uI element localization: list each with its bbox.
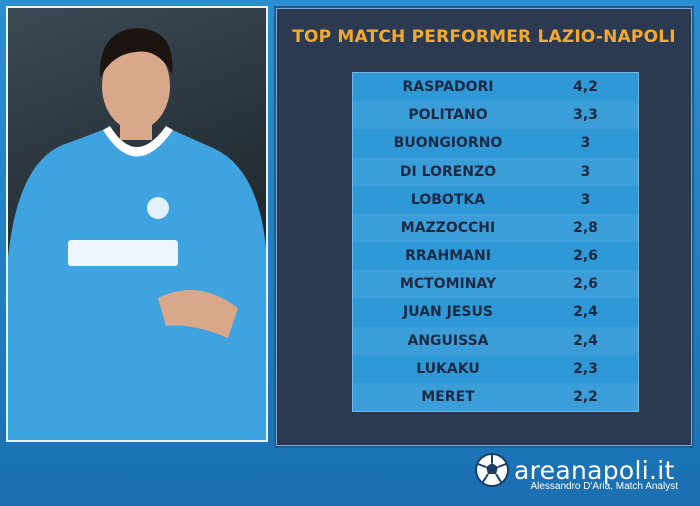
player-score: 2,6	[573, 248, 598, 265]
player-name: LUKAKU	[416, 360, 480, 377]
table-row: POLITANO 3,3	[353, 101, 638, 130]
player-name: JUAN JESUS	[403, 304, 493, 321]
player-score: 2,8	[573, 219, 598, 236]
credit: Alessandro D'Aria, Match Analyst	[530, 481, 678, 492]
player-name: MERET	[421, 388, 475, 405]
table-row: MERET 2,2	[353, 382, 638, 411]
player-name: MCTOMINAY	[399, 276, 497, 293]
player-name: ANGUISSA	[407, 332, 489, 349]
player-score: 2,2	[573, 388, 598, 405]
player-name: RASPADORI	[402, 79, 494, 96]
table-row: BUONGIORNO 3	[353, 129, 638, 157]
table-row: RRAHMANI 2,6	[353, 242, 638, 270]
collar	[103, 126, 173, 157]
player-name: BUONGIORNO	[393, 135, 503, 152]
ranking-panel: TOP MATCH PERFORMER LAZIO-NAPOLI RASPADO…	[276, 8, 692, 446]
hair	[99, 28, 173, 78]
player-name: MAZZOCCHI	[400, 219, 496, 236]
arm	[158, 290, 238, 338]
player-name: RRAHMANI	[405, 248, 491, 265]
player-score: 4,2	[573, 79, 598, 96]
table-row: MCTOMINAY 2,6	[353, 270, 638, 299]
player-name: DI LORENZO	[399, 163, 497, 180]
player-score: 2,6	[573, 276, 598, 293]
table-row: LUKAKU 2,3	[353, 355, 638, 383]
table-row: JUAN JESUS 2,4	[353, 298, 638, 326]
player-photo	[6, 6, 268, 442]
table-row: ANGUISSA 2,4	[353, 326, 638, 355]
player-score: 3	[580, 191, 591, 208]
player-score: 2,3	[573, 360, 598, 377]
neck	[120, 120, 152, 140]
player-name: POLITANO	[408, 107, 488, 124]
brand-name: areanapoli.it	[514, 455, 675, 485]
title: TOP MATCH PERFORMER LAZIO-NAPOLI	[292, 27, 676, 47]
table-row: MAZZOCCHI 2,8	[353, 213, 638, 242]
table-row: DI LORENZO 3	[353, 157, 638, 186]
badge	[147, 197, 169, 219]
ball-icon	[475, 453, 509, 487]
table-row: LOBOTKA 3	[353, 186, 638, 214]
player-score: 2,4	[573, 332, 598, 349]
player-score: 3	[580, 163, 591, 180]
player-name: LOBOTKA	[410, 191, 486, 208]
sponsor	[68, 240, 178, 266]
brand-logo: areanapoli.it	[474, 452, 675, 488]
table-row: RASPADORI 4,2	[353, 73, 638, 101]
ranking-table: RASPADORI 4,2 POLITANO 3,3 BUONGIORNO 3 DI LOR…	[352, 72, 639, 412]
face	[102, 42, 170, 130]
player-score: 3	[580, 135, 591, 152]
player-score: 2,4	[573, 304, 598, 321]
shirt	[8, 128, 266, 440]
photo-illustration	[8, 28, 266, 440]
player-score: 3,3	[573, 107, 598, 124]
